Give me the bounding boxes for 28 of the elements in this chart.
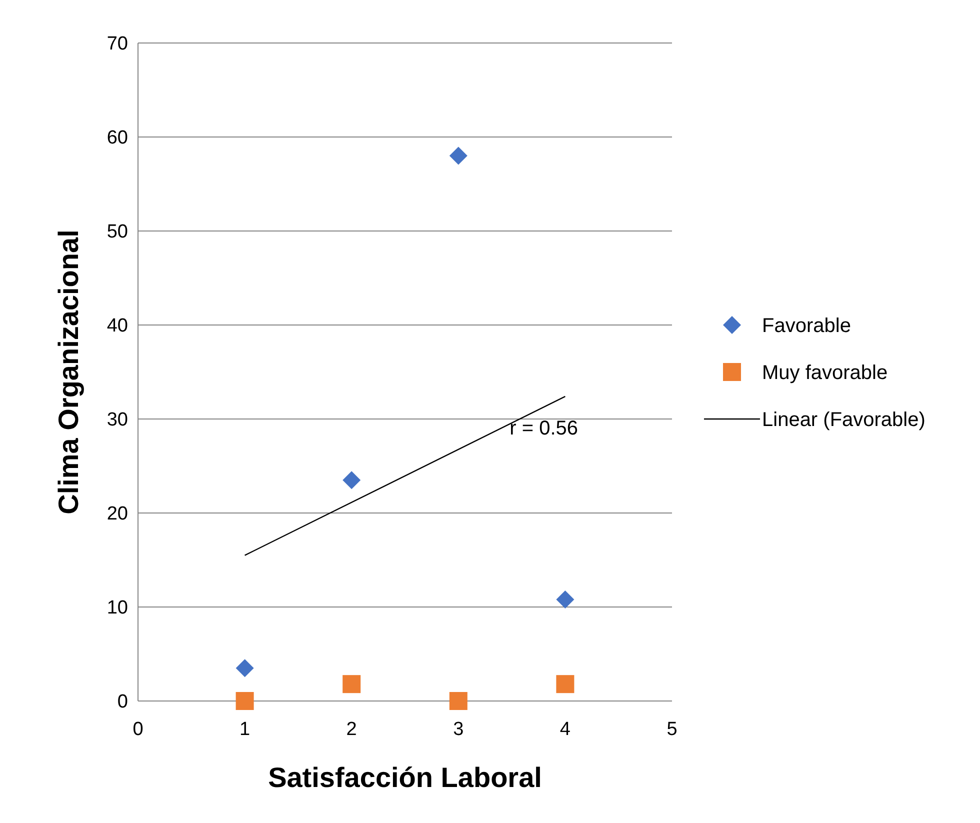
x-tick-label: 1	[240, 719, 250, 740]
x-tick-label: 2	[346, 719, 357, 740]
y-tick-label: 40	[106, 316, 128, 337]
point	[236, 692, 254, 710]
x-tick-label: 5	[666, 719, 678, 740]
point	[342, 675, 361, 694]
legend-label: Favorable	[762, 315, 851, 337]
y-tick-label: 70	[106, 34, 128, 55]
x-tick-label: 4	[560, 719, 571, 740]
x-axis-title: Satisfacción Laboral	[268, 762, 542, 793]
legend-label: Linear (Favorable)	[762, 409, 926, 431]
y-tick-label: 20	[106, 504, 128, 525]
x-tick-label: 0	[132, 719, 144, 740]
point	[342, 471, 361, 490]
annotation: r = 0.56	[510, 418, 578, 440]
y-tick-label: 30	[106, 410, 128, 431]
point	[556, 675, 574, 694]
point	[556, 590, 574, 608]
y-tick-label: 60	[106, 128, 128, 149]
point	[449, 146, 468, 165]
legend-label: Muy favorable	[762, 362, 888, 384]
x-tick-label: 3	[453, 719, 464, 740]
y-tick-label: 0	[117, 692, 128, 713]
y-tick-label: 50	[106, 222, 128, 243]
point	[449, 692, 468, 710]
point	[236, 659, 254, 678]
y-tick-label: 10	[106, 598, 128, 619]
y-axis-title: Clima Organizacional	[53, 230, 84, 514]
